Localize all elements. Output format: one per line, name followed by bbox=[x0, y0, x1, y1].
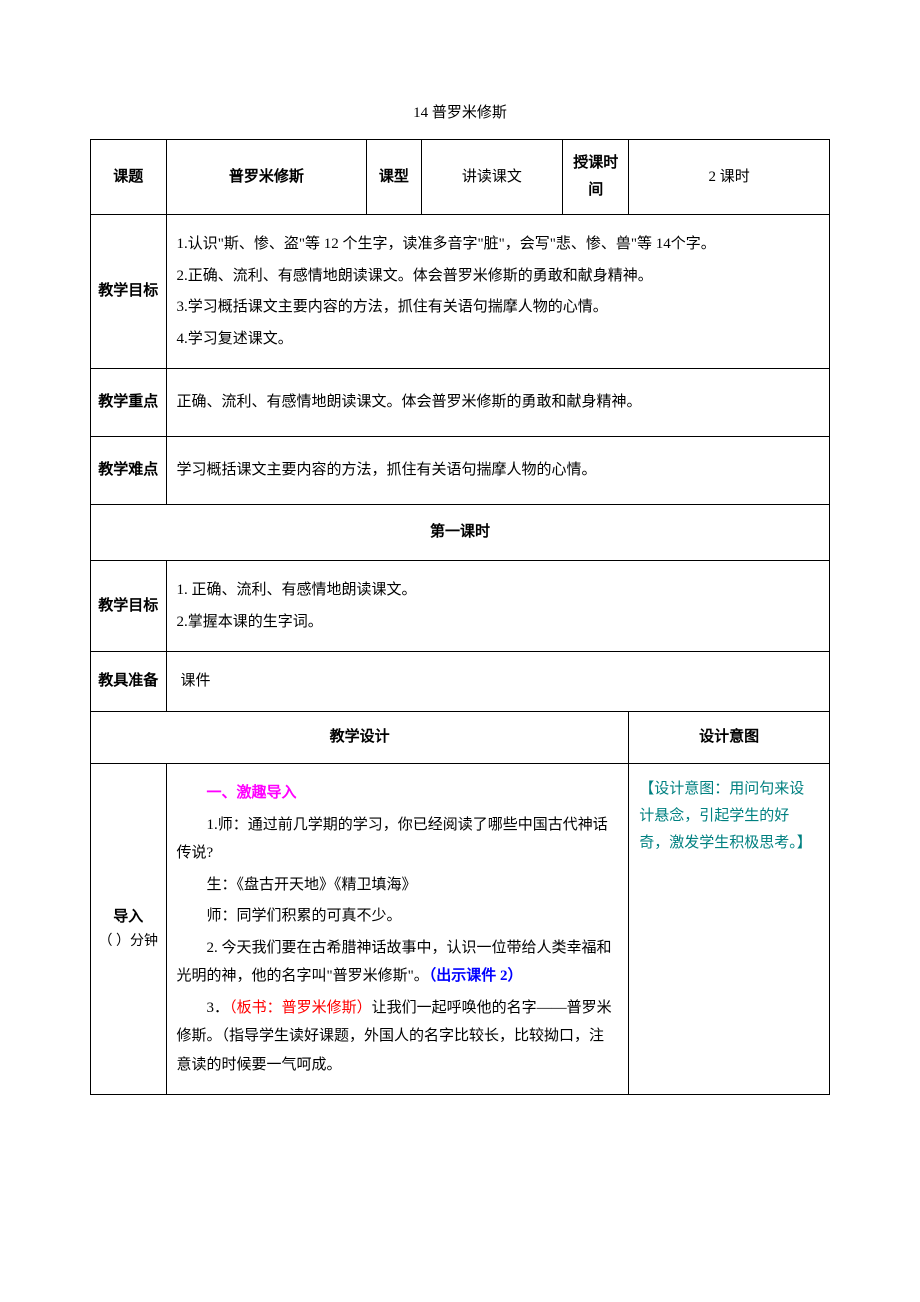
intro-section-title: 一、激趣导入 bbox=[177, 779, 619, 808]
intro-line5-red: （板书：普罗米修斯） bbox=[229, 1000, 372, 1016]
materials-label: 教具准备 bbox=[91, 652, 167, 712]
topic-label: 课题 bbox=[91, 140, 167, 215]
type-value: 讲读课文 bbox=[421, 140, 563, 215]
intro-label: 导入 （ ）分钟 bbox=[91, 764, 167, 1095]
topic-value: 普罗米修斯 bbox=[166, 140, 367, 215]
goal-item: 3.学习概括课文主要内容的方法，抓住有关语句揣摩人物的心情。 bbox=[177, 293, 819, 322]
intro-content: 一、激趣导入 1.师：通过前几学期的学习，你已经阅读了哪些中国古代神话传说? 生… bbox=[166, 764, 629, 1095]
goals-content: 1.认识"斯、惨、盗"等 12 个生字，读准多音字"脏"，会写"悲、惨、兽"等 … bbox=[166, 215, 829, 369]
goals-label: 教学目标 bbox=[91, 215, 167, 369]
intro-row: 导入 （ ）分钟 一、激趣导入 1.师：通过前几学期的学习，你已经阅读了哪些中国… bbox=[91, 764, 830, 1095]
lesson1-header-row: 第一课时 bbox=[91, 505, 830, 561]
page-title: 14 普罗米修斯 bbox=[90, 100, 830, 127]
goal-item: 1.认识"斯、惨、盗"等 12 个生字，读准多音字"脏"，会写"悲、惨、兽"等 … bbox=[177, 230, 819, 259]
design-header-left: 教学设计 bbox=[91, 712, 629, 764]
intro-intent: 【设计意图：用问句来设计悬念，引起学生的好奇，激发学生积极思考。】 bbox=[629, 764, 830, 1095]
keypoint-content: 正确、流利、有感情地朗读课文。体会普罗米修斯的勇敢和献身精神。 bbox=[166, 369, 829, 437]
lesson1-goals-content: 1. 正确、流利、有感情地朗读课文。 2.掌握本课的生字词。 bbox=[166, 561, 829, 652]
materials-content: 课件 bbox=[166, 652, 829, 712]
intro-line1: 1.师：通过前几学期的学习，你已经阅读了哪些中国古代神话传说? bbox=[177, 811, 619, 868]
intro-line4: 2. 今天我们要在古希腊神话故事中，认识一位带给人类幸福和光明的神，他的名字叫"… bbox=[177, 934, 619, 991]
goal-item: 2.正确、流利、有感情地朗读课文。体会普罗米修斯的勇敢和献身精神。 bbox=[177, 262, 819, 291]
intro-line3: 师：同学们积累的可真不少。 bbox=[177, 902, 619, 931]
header-row: 课题 普罗米修斯 课型 讲读课文 授课时间 2 课时 bbox=[91, 140, 830, 215]
intro-line2: 生：《盘古开天地》《精卫填海》 bbox=[177, 871, 619, 900]
time-label: 授课时间 bbox=[563, 140, 629, 215]
lesson1-header: 第一课时 bbox=[91, 505, 830, 561]
intent-text: 【设计意图：用问句来设计悬念，引起学生的好奇，激发学生积极思考。】 bbox=[639, 781, 812, 851]
materials-row: 教具准备 课件 bbox=[91, 652, 830, 712]
difficulty-label: 教学难点 bbox=[91, 437, 167, 505]
intro-label-time: （ ）分钟 bbox=[95, 931, 162, 953]
keypoint-label: 教学重点 bbox=[91, 369, 167, 437]
intro-line5: 3．（板书：普罗米修斯）让我们一起呼唤他的名字——普罗米修斯。（指导学生读好课题… bbox=[177, 994, 619, 1080]
lesson1-goals-row: 教学目标 1. 正确、流利、有感情地朗读课文。 2.掌握本课的生字词。 bbox=[91, 561, 830, 652]
goals-row: 教学目标 1.认识"斯、惨、盗"等 12 个生字，读准多音字"脏"，会写"悲、惨… bbox=[91, 215, 830, 369]
intro-line5-prefix: 3． bbox=[207, 1000, 230, 1016]
lesson1-goal-item: 1. 正确、流利、有感情地朗读课文。 bbox=[177, 576, 819, 605]
type-label: 课型 bbox=[367, 140, 421, 215]
time-value: 2 课时 bbox=[629, 140, 830, 215]
design-header-row: 教学设计 设计意图 bbox=[91, 712, 830, 764]
intro-line4-prefix: 2. 今天我们要在古希腊神话故事中，认识一位带给人类幸福和光明的神，他的名字叫"… bbox=[177, 940, 612, 985]
design-header-right: 设计意图 bbox=[629, 712, 830, 764]
intro-line4-blue: （出示课件 2） bbox=[429, 968, 523, 984]
lesson1-goals-label: 教学目标 bbox=[91, 561, 167, 652]
goal-item: 4.学习复述课文。 bbox=[177, 325, 819, 354]
section-title-text: 一、激趣导入 bbox=[207, 785, 297, 801]
intro-label-text: 导入 bbox=[95, 904, 162, 931]
difficulty-row: 教学难点 学习概括课文主要内容的方法，抓住有关语句揣摩人物的心情。 bbox=[91, 437, 830, 505]
keypoint-row: 教学重点 正确、流利、有感情地朗读课文。体会普罗米修斯的勇敢和献身精神。 bbox=[91, 369, 830, 437]
lesson-plan-table: 课题 普罗米修斯 课型 讲读课文 授课时间 2 课时 教学目标 1.认识"斯、惨… bbox=[90, 139, 830, 1095]
difficulty-content: 学习概括课文主要内容的方法，抓住有关语句揣摩人物的心情。 bbox=[166, 437, 829, 505]
lesson1-goal-item: 2.掌握本课的生字词。 bbox=[177, 608, 819, 637]
